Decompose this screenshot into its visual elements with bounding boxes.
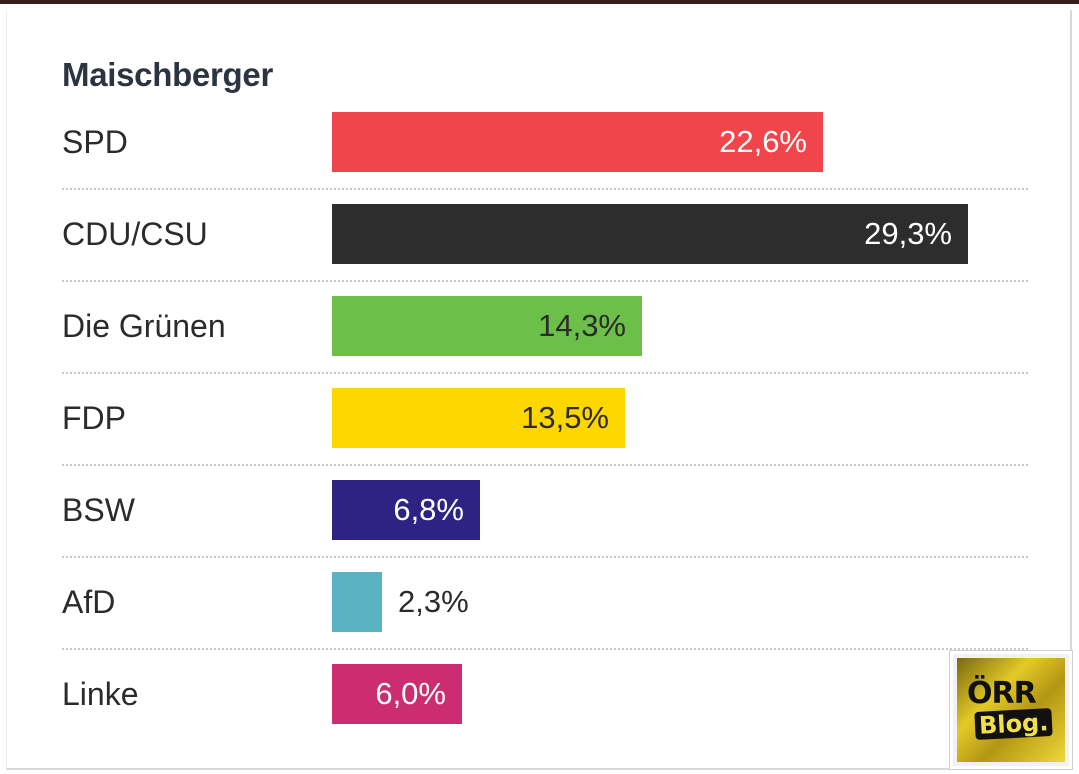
category-label: FDP bbox=[62, 400, 126, 436]
bar-rows: SPD 22,6% CDU/CSU 29,3% Die Grünen 14,3% FDP 13… bbox=[62, 112, 1028, 756]
value-label: 29,3% bbox=[864, 216, 952, 251]
value-label: 14,3% bbox=[538, 308, 626, 343]
bar-row: Die Grünen 14,3% bbox=[62, 296, 1028, 388]
category-label: Die Grünen bbox=[62, 308, 226, 344]
value-label: 6,8% bbox=[393, 492, 464, 527]
logo-background: ÖRR Blog. bbox=[957, 658, 1065, 762]
row-separator bbox=[62, 464, 1028, 466]
bar bbox=[332, 664, 462, 724]
value-label: 22,6% bbox=[719, 124, 807, 159]
bar-row: AfD 2,3% bbox=[62, 572, 1028, 664]
chart-card bbox=[6, 10, 1072, 770]
bar bbox=[332, 572, 382, 632]
value-label: 13,5% bbox=[521, 400, 609, 435]
bar-row: FDP 13,5% bbox=[62, 388, 1028, 480]
category-label: AfD bbox=[62, 584, 116, 620]
bar-row: Linke 6,0% bbox=[62, 664, 1028, 756]
bar bbox=[332, 388, 625, 448]
top-border bbox=[0, 0, 1079, 4]
row-separator bbox=[62, 188, 1028, 190]
row-separator bbox=[62, 648, 1028, 650]
bar-row: SPD 22,6% bbox=[62, 112, 1028, 204]
chart-title: Maischberger bbox=[62, 56, 273, 93]
category-label: BSW bbox=[62, 492, 135, 528]
row-separator bbox=[62, 372, 1028, 374]
category-label: SPD bbox=[62, 124, 128, 160]
bar bbox=[332, 112, 823, 172]
logo-text-blog: Blog. bbox=[974, 707, 1053, 741]
bar-row: BSW 6,8% bbox=[62, 480, 1028, 572]
category-label: CDU/CSU bbox=[62, 216, 208, 252]
row-separator bbox=[62, 280, 1028, 282]
value-label: 2,3% bbox=[398, 584, 469, 619]
logo-text-orr: ÖRR bbox=[967, 676, 1037, 711]
row-separator bbox=[62, 556, 1028, 558]
orr-blog-logo: ÖRR Blog. bbox=[950, 651, 1072, 769]
category-label: Linke bbox=[62, 676, 139, 712]
bar bbox=[332, 480, 480, 540]
bar-row: CDU/CSU 29,3% bbox=[62, 204, 1028, 296]
bar bbox=[332, 204, 968, 264]
value-label: 6,0% bbox=[375, 676, 446, 711]
bar bbox=[332, 296, 642, 356]
